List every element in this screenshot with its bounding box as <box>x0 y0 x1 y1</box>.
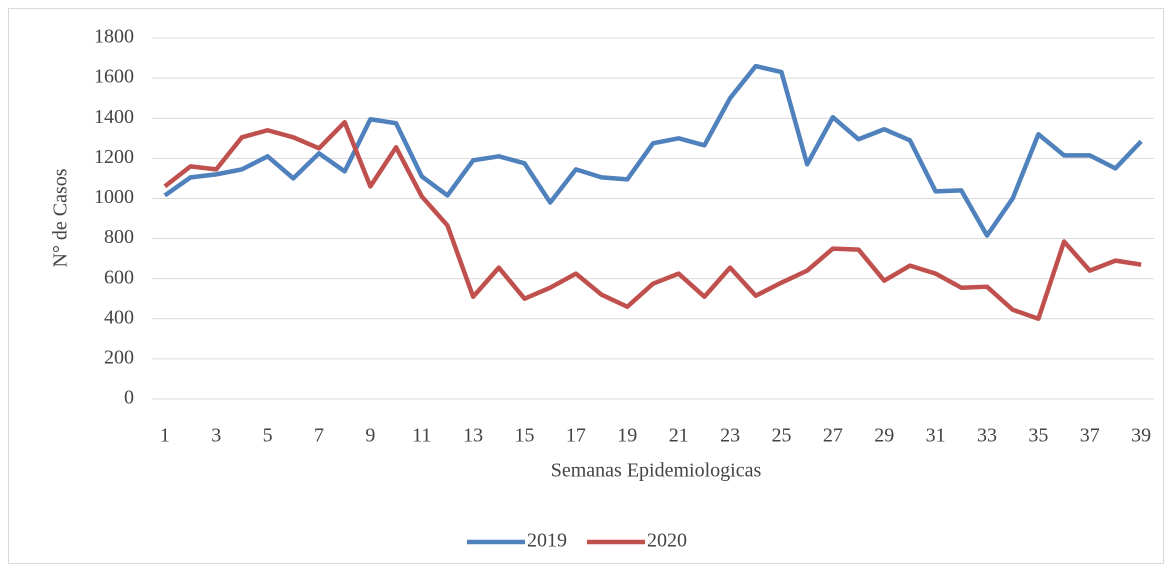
x-axis-label: Semanas Epidemiologicas <box>551 460 762 482</box>
y-tick-label: 800 <box>104 226 134 248</box>
series-line <box>163 119 1142 322</box>
x-tick-label: 37 <box>1080 425 1100 447</box>
x-tick-label: 23 <box>720 425 740 447</box>
legend-label: 2019 <box>527 530 567 552</box>
x-tick-label: 33 <box>977 425 997 447</box>
x-tick-label: 31 <box>926 425 946 447</box>
series-line <box>163 63 1143 238</box>
y-axis-label: N° de Casos <box>50 168 72 267</box>
x-tick-label: 21 <box>669 425 689 447</box>
x-tick-label: 3 <box>211 425 221 447</box>
x-tick-label: 11 <box>412 425 431 447</box>
x-tick-label: 25 <box>771 425 791 447</box>
y-tick-label: 1400 <box>94 106 134 128</box>
legend-label: 2020 <box>647 530 687 552</box>
x-tick-label: 13 <box>463 425 483 447</box>
x-tick-label: 9 <box>365 425 375 447</box>
y-tick-label: 1000 <box>94 186 134 208</box>
x-tick-label: 19 <box>617 425 637 447</box>
x-tick-label: 15 <box>515 425 535 447</box>
y-tick-label: 400 <box>104 306 134 328</box>
x-tick-label: 35 <box>1028 425 1048 447</box>
x-tick-label: 7 <box>314 425 324 447</box>
y-tick-label: 1200 <box>94 146 134 168</box>
y-tick-label: 1600 <box>94 66 134 88</box>
y-tick-label: 1800 <box>94 26 134 48</box>
x-tick-label: 17 <box>566 425 586 447</box>
x-tick-label: 1 <box>160 425 170 447</box>
x-tick-label: 29 <box>874 425 894 447</box>
x-tick-label: 39 <box>1131 425 1151 447</box>
x-tick-label: 27 <box>823 425 843 447</box>
y-tick-label: 200 <box>104 346 134 368</box>
y-tick-label: 0 <box>124 387 134 409</box>
x-tick-label: 5 <box>263 425 273 447</box>
y-tick-label: 600 <box>104 266 134 288</box>
